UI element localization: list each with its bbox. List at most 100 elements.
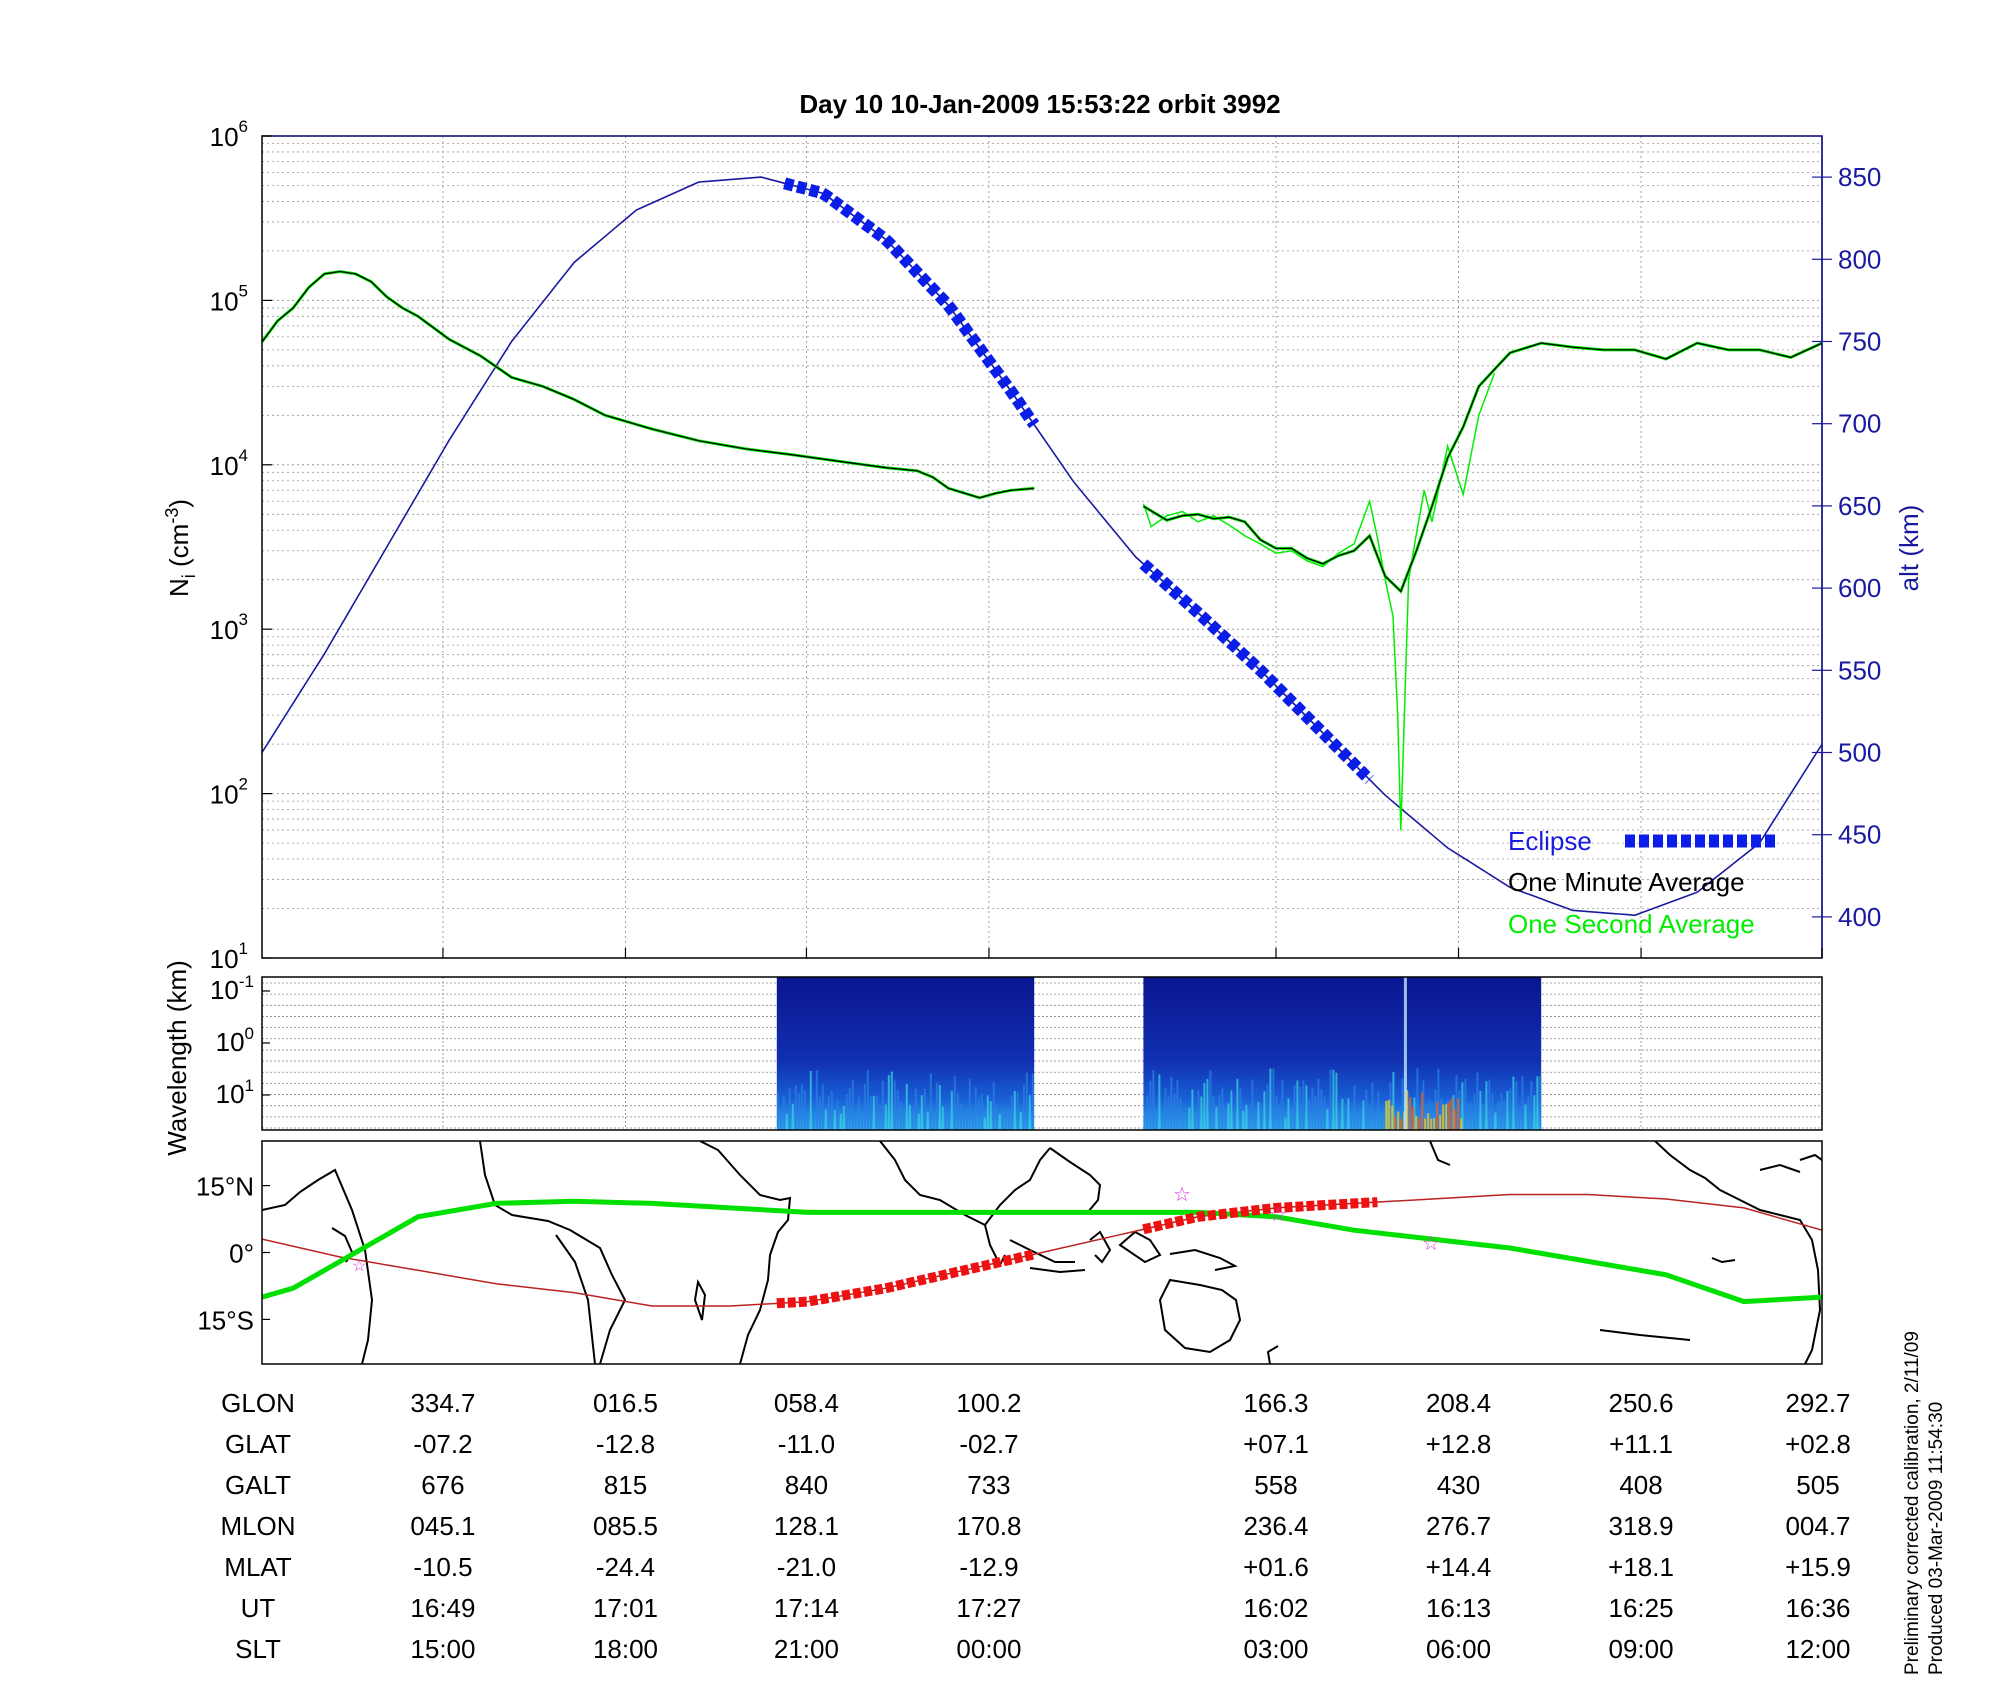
table-cell: 09:00 bbox=[1609, 1634, 1674, 1664]
spectrogram-streak bbox=[1209, 1070, 1212, 1130]
spectrogram-streak bbox=[1386, 1100, 1389, 1130]
table-cell: 318.9 bbox=[1609, 1511, 1674, 1541]
spectrogram-streak bbox=[1389, 1082, 1392, 1130]
table-cell: 016.5 bbox=[593, 1388, 658, 1418]
spectrogram-streak bbox=[929, 1073, 932, 1130]
spectrogram-streak bbox=[1335, 1072, 1338, 1130]
spectrogram-streak bbox=[1418, 1118, 1421, 1130]
table-cell: +14.4 bbox=[1426, 1552, 1492, 1582]
spectrogram-streak bbox=[899, 1101, 902, 1130]
table-cell: 505 bbox=[1796, 1470, 1839, 1500]
marker-star-icon: ☆ bbox=[352, 1258, 366, 1275]
spectrogram-streak bbox=[1461, 1082, 1464, 1130]
altitude-tick-label: 550 bbox=[1838, 655, 1881, 685]
spectrogram-streak bbox=[1001, 1113, 1004, 1130]
spectrogram-streak bbox=[1010, 1096, 1013, 1130]
spectrogram-streak bbox=[1287, 1098, 1290, 1130]
table-cell: 430 bbox=[1437, 1470, 1480, 1500]
spectrogram-streak bbox=[1485, 1081, 1488, 1130]
table-cell: 058.4 bbox=[774, 1388, 839, 1418]
spectrogram-streak bbox=[1248, 1114, 1251, 1130]
spectrogram-streak bbox=[1400, 1119, 1403, 1130]
latitude-tick-label: 15°S bbox=[197, 1305, 254, 1335]
spectrogram-streak bbox=[1350, 1117, 1353, 1130]
eclipse-track-segment bbox=[1142, 1197, 1378, 1235]
table-cell: -07.2 bbox=[413, 1429, 472, 1459]
table-cell: 276.7 bbox=[1426, 1511, 1491, 1541]
spectrogram-streak bbox=[815, 1070, 818, 1130]
spectrogram-streak bbox=[1275, 1095, 1278, 1130]
spectrogram-streak bbox=[1500, 1093, 1503, 1130]
spectrogram-streak bbox=[1176, 1079, 1179, 1130]
table-cell: 004.7 bbox=[1785, 1511, 1850, 1541]
spectrogram-streak bbox=[1391, 1105, 1394, 1130]
spectrogram-streak bbox=[1004, 1108, 1007, 1130]
table-cell: 170.8 bbox=[956, 1511, 1021, 1541]
spectrogram-streak bbox=[932, 1116, 935, 1130]
spectrogram-streak bbox=[878, 1104, 881, 1130]
spectrogram-streak bbox=[1257, 1101, 1260, 1130]
spectrogram-streak bbox=[1191, 1089, 1194, 1130]
spectrogram-streak bbox=[890, 1071, 893, 1130]
spectrogram-streak bbox=[1410, 1112, 1413, 1130]
table-cell: 408 bbox=[1619, 1470, 1662, 1500]
spectrogram-streak bbox=[1290, 1107, 1293, 1130]
spectrogram-streak bbox=[1164, 1088, 1167, 1130]
spectrogram-streak bbox=[1521, 1075, 1524, 1130]
legend-one-second: One Second Average bbox=[1508, 909, 1755, 939]
spectrogram-streak bbox=[1320, 1089, 1323, 1130]
spectrogram-streak bbox=[989, 1101, 992, 1130]
spectrogram-streak bbox=[1242, 1110, 1245, 1130]
altitude-tick-label: 600 bbox=[1838, 573, 1881, 603]
spectrogram-streak bbox=[1272, 1068, 1275, 1130]
table-cell: 16:25 bbox=[1609, 1593, 1674, 1623]
table-cell: 558 bbox=[1254, 1470, 1297, 1500]
spectrogram-streak bbox=[857, 1095, 860, 1130]
spectrogram-streak bbox=[1403, 977, 1407, 1130]
spectrogram-streak bbox=[860, 1115, 863, 1130]
spectrogram-streak bbox=[1488, 1079, 1491, 1130]
spectrogram-streak bbox=[1314, 1096, 1317, 1130]
spectrogram-streak bbox=[917, 1113, 920, 1130]
spectrogram-streak bbox=[839, 1114, 842, 1130]
spectrogram-streak bbox=[1479, 1091, 1482, 1130]
spectrogram-streak bbox=[1536, 1076, 1539, 1130]
spectrogram-streak bbox=[1415, 1115, 1418, 1130]
spectrogram-streak bbox=[872, 1096, 875, 1130]
table-row-label: UT bbox=[241, 1593, 276, 1623]
spectrogram-streak bbox=[1407, 1100, 1410, 1130]
spectrogram-streak bbox=[1452, 1095, 1455, 1130]
spectrogram-streak bbox=[842, 1106, 845, 1130]
spectrogram-streak bbox=[1311, 1087, 1314, 1130]
table-cell: +15.9 bbox=[1785, 1552, 1851, 1582]
spectrogram-streak bbox=[1224, 1107, 1227, 1130]
spectrogram-streak bbox=[812, 1111, 815, 1130]
spectrogram-streak bbox=[1007, 1116, 1010, 1130]
spectrogram-streak bbox=[992, 1082, 995, 1130]
spectrogram-streak bbox=[818, 1097, 821, 1130]
spectrogram-streak bbox=[893, 1080, 896, 1130]
spectrogram-streak bbox=[1200, 1096, 1203, 1130]
spectrogram-streak bbox=[1221, 1087, 1224, 1130]
spectrogram-streak bbox=[1451, 1097, 1454, 1130]
spectrogram-streak bbox=[1353, 1085, 1356, 1130]
latitude-tick-label: 15°N bbox=[196, 1172, 254, 1202]
table-cell: 16:02 bbox=[1243, 1593, 1308, 1623]
spectrogram-streak bbox=[995, 1104, 998, 1130]
spectrogram-streak bbox=[1527, 1096, 1530, 1130]
spectrogram-streak bbox=[938, 1084, 941, 1130]
spectrogram-streak bbox=[1388, 1099, 1391, 1130]
spectrogram-streak bbox=[1266, 1084, 1269, 1130]
spectrogram-streak bbox=[806, 1109, 809, 1130]
altitude-tick-label: 400 bbox=[1838, 902, 1881, 932]
y-tick-label: 102 bbox=[210, 775, 248, 810]
coastlines bbox=[262, 1141, 1822, 1364]
spectrogram-streak bbox=[1203, 1083, 1206, 1130]
spectrogram-streak bbox=[1332, 1069, 1335, 1130]
table-cell: 17:14 bbox=[774, 1593, 839, 1623]
spectrogram-streak bbox=[1460, 1118, 1463, 1130]
table-cell: 250.6 bbox=[1609, 1388, 1674, 1418]
spectrogram-streak bbox=[1482, 1104, 1485, 1130]
spectrogram-tick-label: 100 bbox=[216, 1024, 254, 1057]
spectrogram-streak bbox=[1539, 1076, 1542, 1130]
